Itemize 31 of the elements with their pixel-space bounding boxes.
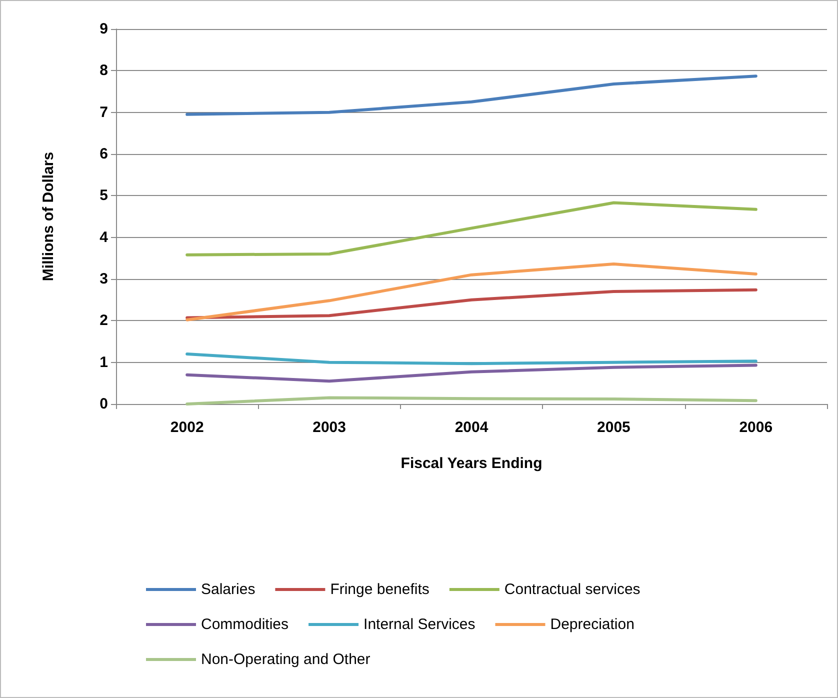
line-series — [186, 262, 758, 322]
y-tick-label: 0 — [100, 396, 108, 412]
line-series — [186, 352, 758, 366]
x-tick-label: 2006 — [739, 419, 773, 436]
line-series — [186, 396, 758, 406]
y-tick-label: 7 — [100, 104, 108, 121]
line-series — [186, 74, 758, 116]
y-tick-label: 6 — [100, 146, 108, 162]
y-tick-label: 1 — [100, 354, 108, 371]
legend-label: Depreciation — [550, 616, 634, 633]
x-tick-label: 2002 — [170, 419, 204, 436]
line-series — [186, 288, 758, 320]
legend-label: Internal Services — [364, 616, 476, 633]
y-tick-label: 9 — [100, 20, 108, 38]
legend-label: Non-Operating and Other — [201, 651, 370, 668]
x-tick-label: 2005 — [597, 419, 630, 436]
x-tick-label: 2003 — [312, 419, 346, 436]
line-series — [186, 364, 758, 383]
legend-label: Fringe benefits — [330, 581, 430, 598]
y-tick-label: 8 — [100, 62, 108, 80]
x-axis-title: Fiscal Years Ending — [400, 455, 542, 472]
line-series — [186, 201, 758, 256]
x-tick-label: 2004 — [454, 419, 489, 436]
legend-label: Salaries — [201, 581, 256, 598]
y-tick-label: 5 — [100, 187, 108, 204]
y-tick-label: 3 — [100, 270, 108, 288]
legend-label: Commodities — [201, 616, 289, 633]
legend-label: Contractual services — [504, 581, 640, 598]
y-tick-label: 4 — [100, 228, 109, 246]
y-tick-label: 2 — [100, 312, 108, 330]
y-axis-title: Millions of Dollars — [40, 152, 57, 282]
